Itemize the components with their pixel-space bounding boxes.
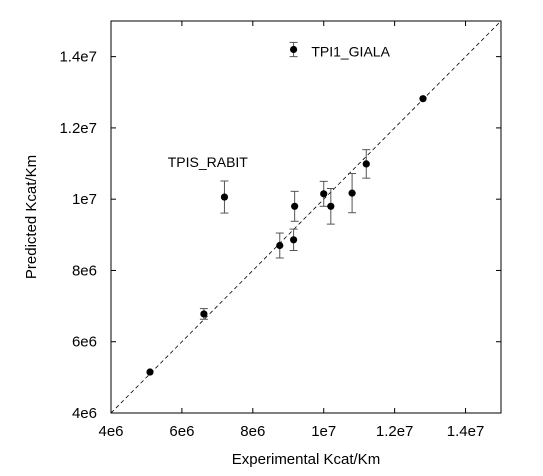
data-point bbox=[289, 236, 298, 244]
y-tick-label: 6e6 bbox=[72, 334, 97, 351]
plot-frame bbox=[110, 20, 502, 414]
x-tick-label: 4e6 bbox=[98, 423, 123, 440]
data-points bbox=[146, 41, 427, 376]
y-tick-label: 1.4e7 bbox=[59, 49, 97, 66]
data-point bbox=[327, 202, 335, 210]
y-axis-label: Predicted Kcat/Km bbox=[23, 155, 40, 279]
data-point bbox=[348, 189, 356, 197]
x-axis-ticks: 4e6 6e6 8e6 1e7 1.2e7 1.4e7 bbox=[98, 21, 484, 440]
data-point bbox=[419, 95, 427, 103]
x-tick-label: 8e6 bbox=[240, 423, 265, 440]
y-tick-label: 1.2e7 bbox=[59, 120, 97, 137]
point-annotations: TPI1_GIALA TPIS_RABIT bbox=[168, 44, 391, 170]
identity-line bbox=[110, 20, 502, 414]
y-tick-label: 1e7 bbox=[72, 191, 97, 208]
y-tick-label: 8e6 bbox=[72, 262, 97, 279]
y-axis-ticks: 4e6 6e6 8e6 1e7 1.2e7 1.4e7 bbox=[59, 49, 501, 422]
point-annotation: TPIS_RABIT bbox=[168, 154, 249, 170]
data-point bbox=[276, 241, 284, 250]
x-tick-label: 6e6 bbox=[169, 423, 194, 440]
data-point bbox=[146, 368, 154, 376]
point-annotation: TPI1_GIALA bbox=[311, 44, 390, 60]
x-tick-label: 1e7 bbox=[311, 423, 336, 440]
x-tick-label: 1.2e7 bbox=[376, 423, 414, 440]
data-point bbox=[220, 193, 229, 201]
data-point bbox=[291, 202, 299, 210]
x-axis-label: Experimental Kcat/Km bbox=[232, 451, 380, 468]
data-point bbox=[320, 190, 328, 198]
x-tick-label: 1.4e7 bbox=[447, 423, 485, 440]
data-point bbox=[289, 45, 298, 54]
data-point bbox=[200, 310, 208, 318]
data-point bbox=[362, 160, 370, 168]
y-tick-label: 4e6 bbox=[72, 405, 97, 422]
